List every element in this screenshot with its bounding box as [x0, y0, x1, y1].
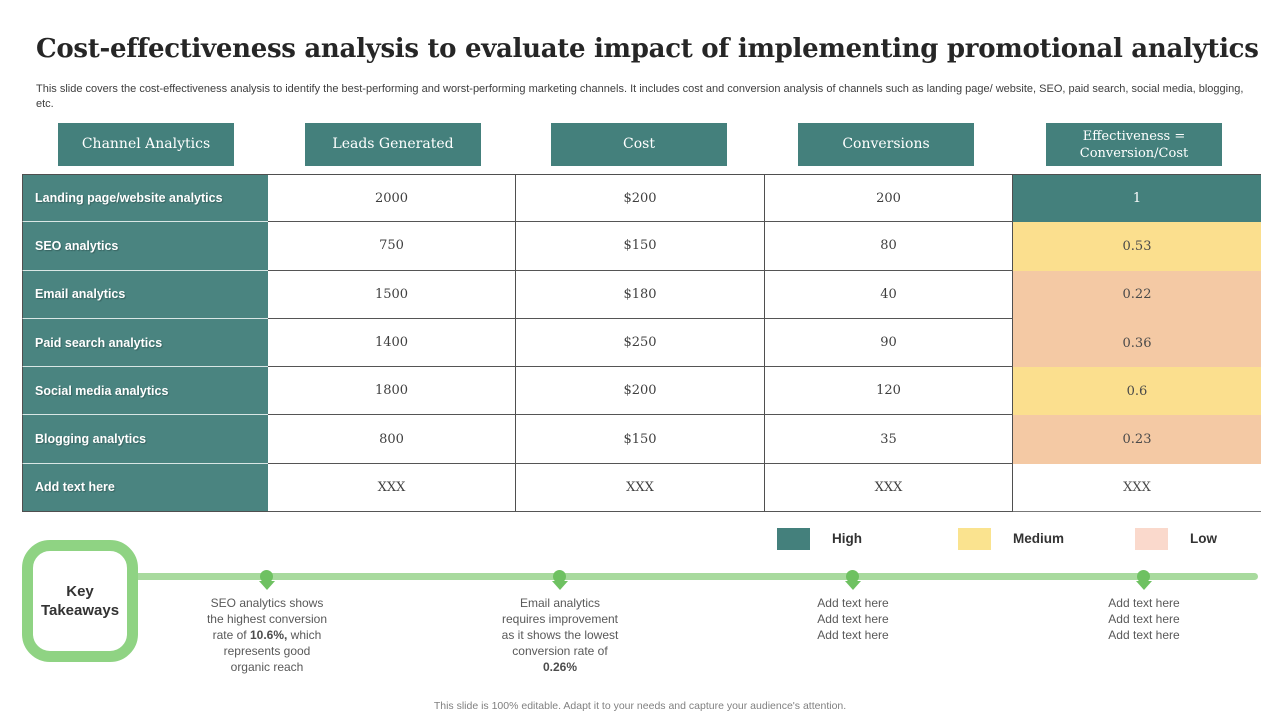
legend-item-low: Low: [1135, 527, 1217, 550]
cost-cell-placeholder[interactable]: XXX: [516, 463, 765, 513]
key-takeaways-box: Key Takeaways: [22, 540, 138, 662]
cost-cell: $200: [516, 174, 765, 223]
page-title: Cost-effectiveness analysis to evaluate …: [36, 34, 1259, 64]
legend-label-low: Low: [1190, 531, 1217, 546]
conversions-cell: 40: [765, 270, 1013, 319]
effectiveness-cell: 0.23: [1013, 415, 1261, 464]
timeline-marker-icon: [844, 570, 861, 590]
row-label: Social media analytics: [22, 367, 268, 416]
effectiveness-cell: 1: [1013, 174, 1261, 223]
legend-item-high: High: [777, 527, 862, 550]
takeaway-bold-segment: 0.26%: [542, 660, 578, 674]
cost-cell: $150: [516, 222, 765, 271]
legend-label-medium: Medium: [1013, 531, 1065, 546]
row-label: Landing page/website analytics: [22, 174, 268, 223]
leads-cell: 800: [268, 415, 516, 464]
row-label: SEO analytics: [22, 222, 268, 271]
conversions-cell: 120: [765, 367, 1013, 416]
takeaway-bold-segment: 10.6%,: [249, 628, 288, 642]
slide-footer-note: This slide is 100% editable. Adapt it to…: [433, 700, 847, 712]
timeline-marker-icon: [1135, 570, 1152, 590]
column-header-channel: Channel Analytics: [58, 123, 234, 166]
takeaway-text-segment: which represents good organic reach: [223, 628, 322, 674]
leads-cell: 1800: [268, 367, 516, 416]
leads-cell: 2000: [268, 174, 516, 223]
column-header-cost: Cost: [551, 123, 727, 166]
leads-cell: 1400: [268, 318, 516, 368]
row-label: Email analytics: [22, 270, 268, 319]
effectiveness-cell-placeholder[interactable]: XXX: [1013, 463, 1261, 513]
column-header-leads: Leads Generated: [305, 123, 481, 166]
legend-swatch-medium: [958, 527, 991, 550]
cost-cell: $200: [516, 367, 765, 416]
legend-item-medium: Medium: [958, 527, 1064, 550]
legend-swatch-high: [777, 527, 810, 550]
conversions-cell: 90: [765, 318, 1013, 368]
row-label: Blogging analytics: [22, 415, 268, 464]
takeaway-text-segment: SEO analytics shows the highest conversi…: [206, 596, 328, 642]
effectiveness-cell: 0.6: [1013, 367, 1261, 416]
effectiveness-cell: 0.53: [1013, 222, 1261, 271]
takeaway-text-segment: Email analytics requires improvement as …: [501, 596, 619, 658]
leads-cell: 750: [268, 222, 516, 271]
timeline-line: [130, 573, 1258, 580]
leads-cell: 1500: [268, 270, 516, 319]
row-label: Paid search analytics: [22, 318, 268, 368]
takeaway-text-placeholder[interactable]: Add text here Add text here Add text her…: [760, 595, 946, 643]
conversions-cell: 35: [765, 415, 1013, 464]
timeline-marker-icon: [258, 570, 275, 590]
leads-cell-placeholder[interactable]: XXX: [268, 463, 516, 513]
cost-cell: $180: [516, 270, 765, 319]
takeaway-text-email: Email analytics requires improvement as …: [467, 595, 653, 675]
legend-label-high: High: [832, 531, 862, 546]
slide-subtitle: This slide covers the cost-effectiveness…: [36, 83, 1244, 110]
analytics-table: Landing page/website analytics 2000 $200…: [22, 174, 1261, 513]
timeline-marker-icon: [551, 570, 568, 590]
takeaway-text-placeholder[interactable]: Add text here Add text here Add text her…: [1051, 595, 1237, 643]
conversions-cell-placeholder[interactable]: XXX: [765, 463, 1013, 513]
legend-swatch-low: [1135, 527, 1168, 550]
takeaway-text-segment: Add text here Add text here Add text her…: [1108, 596, 1180, 642]
effectiveness-cell: 0.22: [1013, 270, 1261, 319]
row-label-placeholder[interactable]: Add text here: [22, 463, 268, 513]
conversions-cell: 80: [765, 222, 1013, 271]
conversions-cell: 200: [765, 174, 1013, 223]
column-header-conversions: Conversions: [798, 123, 974, 166]
cost-cell: $150: [516, 415, 765, 464]
cost-cell: $250: [516, 318, 765, 368]
takeaway-text-seo: SEO analytics shows the highest conversi…: [174, 595, 360, 675]
effectiveness-cell: 0.36: [1013, 318, 1261, 368]
takeaway-text-segment: Add text here Add text here Add text her…: [817, 596, 889, 642]
column-header-effectiveness: Effectiveness = Conversion/Cost: [1046, 123, 1222, 166]
